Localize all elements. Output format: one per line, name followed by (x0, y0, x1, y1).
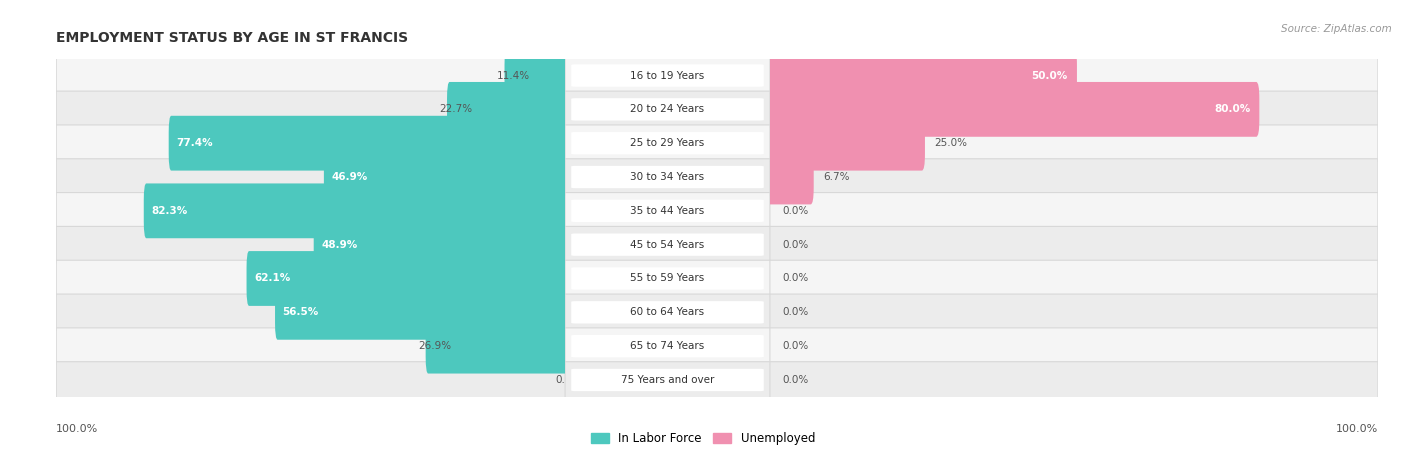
Text: 0.0%: 0.0% (555, 375, 581, 385)
Text: 48.9%: 48.9% (322, 239, 357, 250)
Text: 100.0%: 100.0% (1336, 424, 1378, 434)
Text: 0.0%: 0.0% (782, 375, 808, 385)
Text: 0.0%: 0.0% (782, 341, 808, 351)
FancyBboxPatch shape (56, 193, 565, 229)
Text: 55 to 59 Years: 55 to 59 Years (630, 273, 704, 284)
FancyBboxPatch shape (770, 159, 1378, 195)
FancyBboxPatch shape (565, 328, 770, 364)
FancyBboxPatch shape (56, 328, 565, 364)
FancyBboxPatch shape (314, 217, 568, 272)
FancyBboxPatch shape (447, 82, 568, 137)
Text: 80.0%: 80.0% (1213, 104, 1250, 115)
FancyBboxPatch shape (770, 226, 1378, 263)
Text: 60 to 64 Years: 60 to 64 Years (630, 307, 704, 318)
Text: 35 to 44 Years: 35 to 44 Years (630, 206, 704, 216)
FancyBboxPatch shape (766, 116, 925, 170)
FancyBboxPatch shape (565, 260, 770, 297)
FancyBboxPatch shape (56, 362, 565, 398)
Text: 62.1%: 62.1% (254, 273, 291, 284)
Text: 75 Years and over: 75 Years and over (621, 375, 714, 385)
FancyBboxPatch shape (56, 91, 565, 128)
FancyBboxPatch shape (770, 362, 1378, 398)
FancyBboxPatch shape (766, 150, 814, 204)
Text: Source: ZipAtlas.com: Source: ZipAtlas.com (1281, 24, 1392, 34)
FancyBboxPatch shape (323, 150, 568, 204)
Text: 56.5%: 56.5% (283, 307, 319, 318)
FancyBboxPatch shape (571, 335, 763, 357)
FancyBboxPatch shape (56, 260, 565, 297)
Text: 46.9%: 46.9% (332, 172, 368, 182)
FancyBboxPatch shape (276, 285, 568, 340)
FancyBboxPatch shape (770, 57, 1378, 94)
FancyBboxPatch shape (56, 125, 565, 161)
FancyBboxPatch shape (766, 82, 1260, 137)
FancyBboxPatch shape (571, 234, 763, 256)
FancyBboxPatch shape (169, 116, 568, 170)
FancyBboxPatch shape (56, 159, 565, 195)
Text: 82.3%: 82.3% (152, 206, 187, 216)
FancyBboxPatch shape (143, 184, 568, 238)
FancyBboxPatch shape (571, 369, 763, 391)
FancyBboxPatch shape (565, 362, 770, 398)
FancyBboxPatch shape (770, 193, 1378, 229)
FancyBboxPatch shape (571, 132, 763, 154)
FancyBboxPatch shape (766, 48, 1077, 103)
Text: 16 to 19 Years: 16 to 19 Years (630, 70, 704, 81)
FancyBboxPatch shape (565, 226, 770, 263)
FancyBboxPatch shape (56, 226, 565, 263)
FancyBboxPatch shape (571, 200, 763, 222)
FancyBboxPatch shape (565, 57, 770, 94)
FancyBboxPatch shape (565, 294, 770, 331)
FancyBboxPatch shape (770, 294, 1378, 331)
FancyBboxPatch shape (571, 301, 763, 323)
Text: 0.0%: 0.0% (782, 239, 808, 250)
Text: EMPLOYMENT STATUS BY AGE IN ST FRANCIS: EMPLOYMENT STATUS BY AGE IN ST FRANCIS (56, 31, 408, 45)
FancyBboxPatch shape (571, 98, 763, 120)
Text: 30 to 34 Years: 30 to 34 Years (630, 172, 704, 182)
FancyBboxPatch shape (571, 64, 763, 87)
FancyBboxPatch shape (565, 125, 770, 161)
FancyBboxPatch shape (426, 319, 568, 373)
Text: 25.0%: 25.0% (934, 138, 967, 148)
FancyBboxPatch shape (571, 166, 763, 188)
Text: 65 to 74 Years: 65 to 74 Years (630, 341, 704, 351)
FancyBboxPatch shape (770, 260, 1378, 297)
Text: 45 to 54 Years: 45 to 54 Years (630, 239, 704, 250)
Text: 20 to 24 Years: 20 to 24 Years (630, 104, 704, 115)
Text: 11.4%: 11.4% (496, 70, 530, 81)
Legend: In Labor Force, Unemployed: In Labor Force, Unemployed (591, 432, 815, 445)
Text: 50.0%: 50.0% (1032, 70, 1067, 81)
FancyBboxPatch shape (56, 294, 565, 331)
FancyBboxPatch shape (565, 91, 770, 128)
Text: 26.9%: 26.9% (418, 341, 451, 351)
Text: 6.7%: 6.7% (823, 172, 849, 182)
FancyBboxPatch shape (505, 48, 568, 103)
Text: 100.0%: 100.0% (56, 424, 98, 434)
FancyBboxPatch shape (770, 125, 1378, 161)
Text: 25 to 29 Years: 25 to 29 Years (630, 138, 704, 148)
Text: 0.0%: 0.0% (782, 206, 808, 216)
FancyBboxPatch shape (770, 91, 1378, 128)
Text: 22.7%: 22.7% (440, 104, 472, 115)
FancyBboxPatch shape (571, 267, 763, 290)
Text: 0.0%: 0.0% (782, 307, 808, 318)
FancyBboxPatch shape (56, 57, 565, 94)
FancyBboxPatch shape (246, 251, 568, 306)
FancyBboxPatch shape (565, 193, 770, 229)
FancyBboxPatch shape (565, 159, 770, 195)
FancyBboxPatch shape (770, 328, 1378, 364)
Text: 77.4%: 77.4% (176, 138, 212, 148)
Text: 0.0%: 0.0% (782, 273, 808, 284)
